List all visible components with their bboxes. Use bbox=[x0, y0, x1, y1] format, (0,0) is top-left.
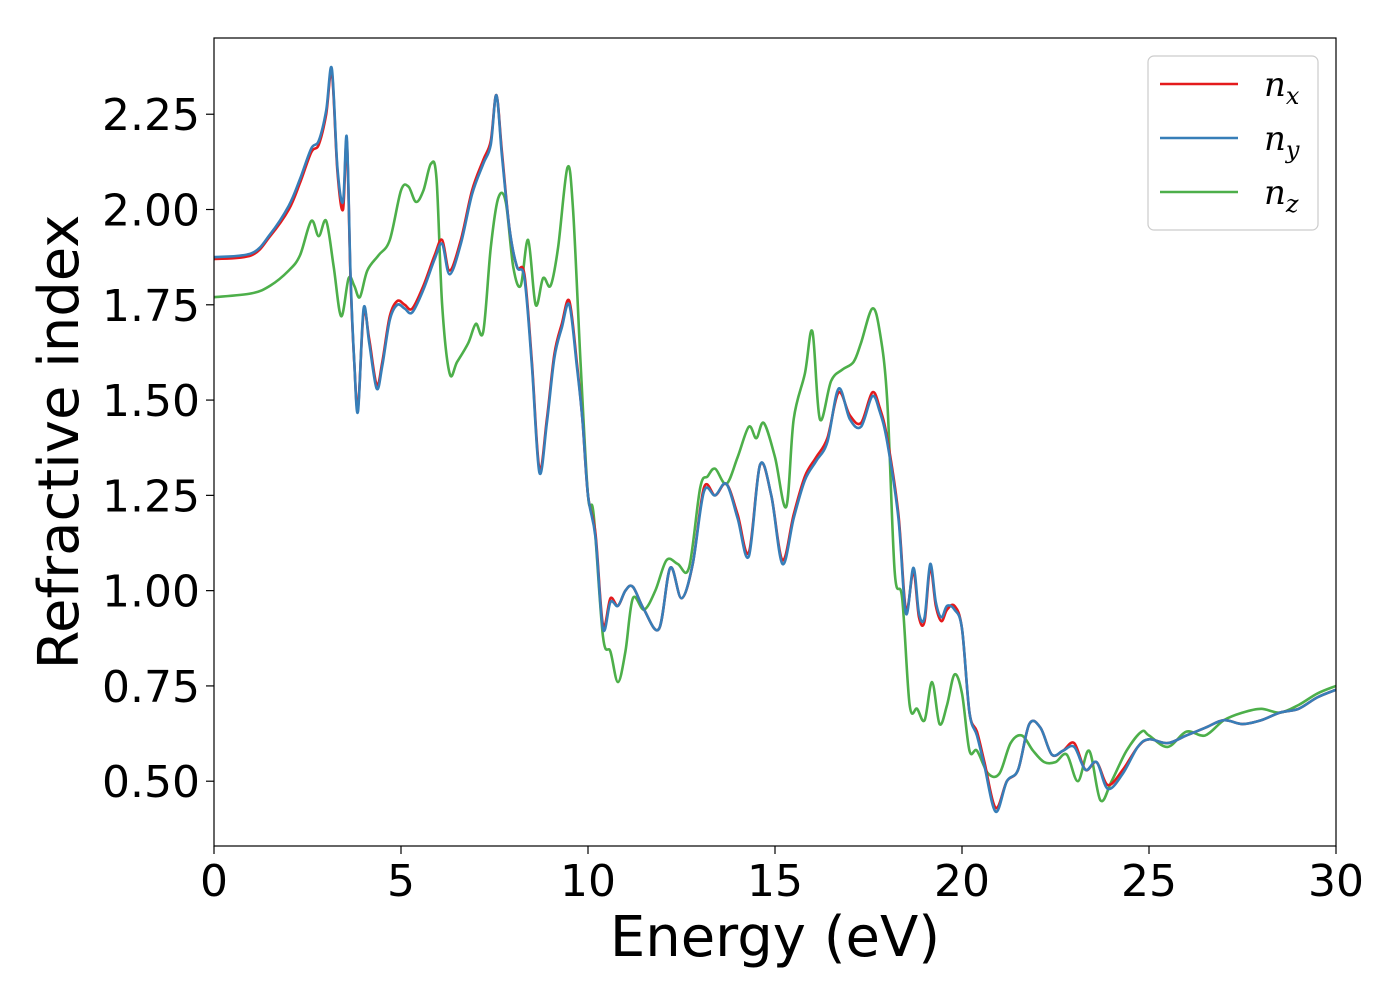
y-tick-label: 0.50 bbox=[102, 757, 200, 808]
legend-label-nx: nx bbox=[1264, 65, 1300, 110]
y-axis-ticks: 0.50 0.75 1.00 1.25 1.50 1.75 2.00 2.25 bbox=[102, 90, 214, 808]
x-tick-label: 15 bbox=[747, 856, 803, 907]
series-line-nz bbox=[213, 160, 1337, 803]
y-tick-label: 1.75 bbox=[102, 281, 200, 332]
x-tick-label: 20 bbox=[934, 856, 990, 907]
x-tick-label: 0 bbox=[200, 856, 228, 907]
series-layer bbox=[213, 65, 1337, 814]
x-tick-label: 25 bbox=[1121, 856, 1177, 907]
legend-label-ny: ny bbox=[1264, 119, 1300, 164]
y-tick-label: 1.00 bbox=[102, 567, 200, 618]
y-tick-label: 0.75 bbox=[102, 662, 200, 713]
series-line-ny bbox=[213, 65, 1337, 814]
y-tick-label: 2.25 bbox=[102, 90, 200, 141]
x-tick-label: 30 bbox=[1308, 856, 1364, 907]
y-tick-label: 1.25 bbox=[102, 471, 200, 522]
legend: nx ny nz bbox=[1147, 55, 1319, 231]
x-axis-ticks: 0 5 10 15 20 25 30 bbox=[200, 846, 1364, 907]
x-axis-label: Energy (eV) bbox=[610, 905, 940, 970]
x-tick-label: 5 bbox=[387, 856, 415, 907]
y-tick-label: 1.50 bbox=[102, 376, 200, 427]
legend-box bbox=[1147, 55, 1319, 231]
y-axis-label: Refractive index bbox=[27, 215, 92, 670]
x-tick-label: 10 bbox=[560, 856, 616, 907]
y-tick-label: 2.00 bbox=[102, 186, 200, 237]
legend-label-nz: nz bbox=[1264, 173, 1299, 218]
